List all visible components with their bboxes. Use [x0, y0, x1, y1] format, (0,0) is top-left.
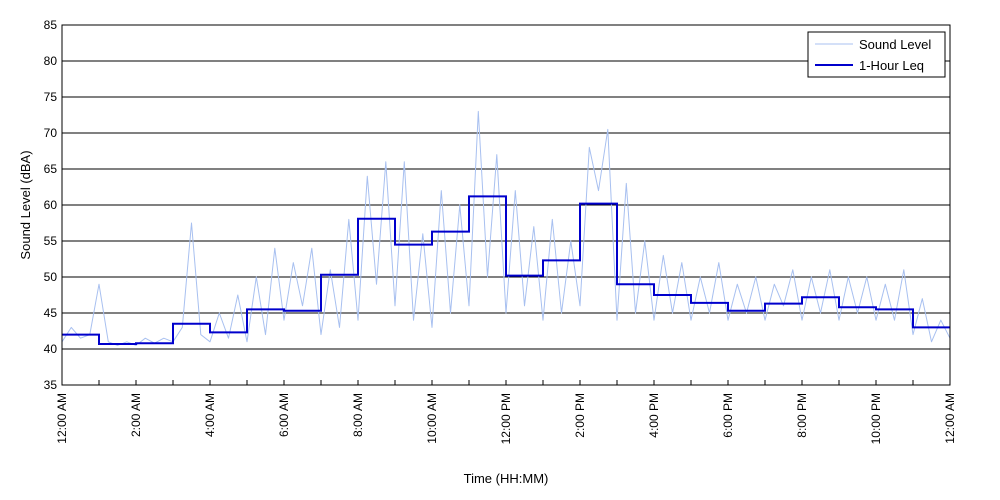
y-tick-label: 80 — [44, 54, 58, 68]
series-sound-level — [61, 110, 951, 346]
x-tick-label: 2:00 AM — [129, 393, 143, 437]
legend: Sound Level 1-Hour Leq — [807, 31, 946, 78]
legend-label-1-hour-leq: 1-Hour Leq — [859, 58, 924, 73]
y-tick-label: 70 — [44, 126, 58, 140]
y-tick-label: 85 — [44, 18, 58, 32]
x-tick-label: 12:00 AM — [943, 393, 957, 444]
x-tick-label: 8:00 AM — [351, 393, 365, 437]
x-tick-label: 6:00 AM — [277, 393, 291, 437]
legend-box — [807, 31, 946, 78]
legend-label-sound-level: Sound Level — [859, 37, 931, 52]
x-tick-label: 8:00 PM — [795, 393, 809, 438]
x-tick-label: 12:00 PM — [499, 393, 513, 444]
y-tick-label: 60 — [44, 198, 58, 212]
x-tick-label: 4:00 PM — [647, 393, 661, 438]
y-tick-label: 50 — [44, 270, 58, 284]
y-axis-label: Sound Level (dBA) — [18, 150, 33, 259]
y-tick-label: 40 — [44, 342, 58, 356]
y-tick-label: 35 — [44, 378, 58, 392]
y-tick-label: 65 — [44, 162, 58, 176]
x-tick-label: 12:00 AM — [55, 393, 69, 444]
y-tick-label: 75 — [44, 90, 58, 104]
x-tick-label: 4:00 AM — [203, 393, 217, 437]
series-1-hour-leq — [62, 195, 950, 345]
x-tick-label: 6:00 PM — [721, 393, 735, 438]
x-axis: 12:00 AM 2:00 AM 4:00 AM 6:00 AM 8:00 AM 10:0… — [55, 380, 957, 444]
y-tick-label: 55 — [44, 234, 58, 248]
x-tick-label: 10:00 PM — [869, 393, 883, 444]
y-axis: 35 40 45 50 55 60 65 70 75 80 85 — [44, 18, 58, 392]
x-tick-label: 10:00 AM — [425, 393, 439, 444]
series-layer — [61, 110, 951, 346]
x-axis-label: Time (HH:MM) — [464, 471, 549, 486]
x-tick-label: 2:00 PM — [573, 393, 587, 438]
y-tick-label: 45 — [44, 306, 58, 320]
